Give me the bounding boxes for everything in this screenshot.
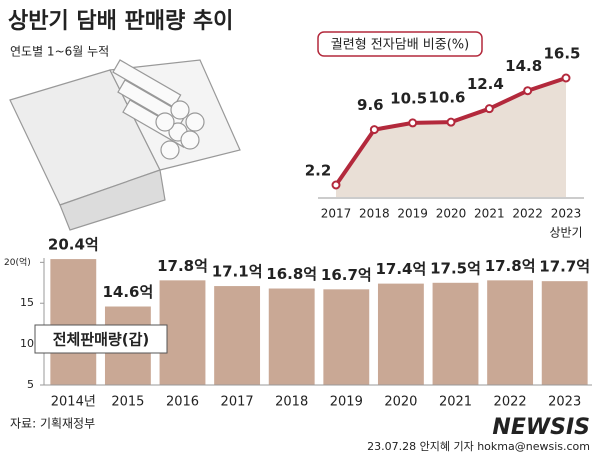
value-label: 20.4억 [48, 236, 99, 254]
x-tick-label: 2018 [359, 207, 390, 221]
x-tick-label: 2019 [330, 395, 363, 410]
value-label: 17.8억 [485, 257, 536, 275]
value-label: 17.7억 [539, 258, 590, 276]
value-label: 17.4억 [375, 260, 426, 278]
value-label: 9.6 [357, 96, 384, 114]
x-tick-label: 2020 [384, 395, 417, 410]
value-label: 14.6억 [102, 283, 153, 301]
bar [50, 259, 97, 385]
bar [377, 283, 424, 385]
line-title-box [317, 31, 483, 57]
x-tick-label: 2016 [166, 395, 199, 410]
bar [487, 280, 534, 385]
value-label: 10.5 [390, 89, 427, 107]
page-subtitle: 연도별 1~6월 누적 [10, 45, 109, 59]
value-label: 16.7억 [321, 266, 372, 284]
x-tick-label: 2021 [439, 395, 472, 410]
x-tick-label: 2017 [221, 395, 254, 410]
source: 자료: 기획재정부 [10, 417, 95, 431]
point [523, 86, 533, 96]
x-tick-label: 2023 [548, 395, 581, 410]
x-tick-label: 2023 [551, 207, 582, 221]
y-tick-label: 20(억) [4, 256, 31, 268]
annotation: 상반기 [549, 226, 582, 240]
value-label: 17.8억 [157, 257, 208, 275]
point [484, 104, 494, 114]
value-label: 16.8억 [266, 265, 317, 283]
x-tick-label: 2021 [474, 207, 505, 221]
y-tick-label: 15 [20, 296, 34, 309]
y-tick-label: 5 [27, 378, 34, 391]
value-label: 12.4 [467, 75, 504, 93]
value-label: 16.5 [543, 45, 580, 63]
value-label: 10.6 [428, 89, 465, 107]
point [408, 118, 418, 128]
y-tick-label: 10 [20, 337, 34, 350]
value-label: 14.8 [505, 57, 542, 75]
area [336, 78, 566, 197]
x-tick-label: 2018 [275, 395, 308, 410]
bar [268, 288, 315, 385]
bar [432, 282, 479, 385]
x-tick-label: 2019 [397, 207, 428, 221]
value-label: 2.2 [305, 162, 332, 180]
x-tick-label: 2014년 [51, 395, 96, 410]
line-title: 궐련형 전자담배 비중(%) [331, 38, 469, 53]
x-tick-label: 2022 [512, 207, 543, 221]
value-label: 17.5억 [430, 259, 481, 277]
x-tick-label: 2022 [494, 395, 527, 410]
point [331, 180, 341, 190]
bar [323, 289, 370, 385]
bar [541, 281, 588, 385]
x-tick-label: 2015 [111, 395, 144, 410]
series-label: 전체판매량(갑) [53, 331, 150, 349]
x-tick-label: 2017 [321, 207, 352, 221]
point [369, 125, 379, 135]
point [561, 73, 571, 83]
value-label: 17.1억 [212, 263, 263, 281]
page-title: 상반기 담배 판매량 추이 [8, 9, 233, 34]
logo: NEWSIS [492, 415, 590, 440]
cigarette-illustration [9, 59, 241, 231]
series-label-box [34, 324, 168, 354]
credit: 23.07.28 안지혜 기자 hokma@newsis.com [367, 440, 590, 453]
point [446, 117, 456, 127]
bar [214, 286, 261, 385]
x-tick-label: 2020 [436, 207, 467, 221]
